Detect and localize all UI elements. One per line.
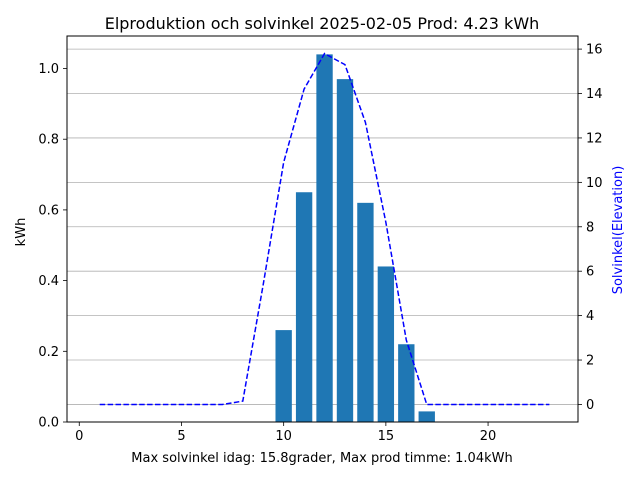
bar — [398, 344, 415, 422]
y2-tick-label: 4 — [586, 309, 594, 324]
y-tick-label: 0.2 — [38, 345, 59, 360]
elevation-line — [99, 52, 550, 406]
y-tick-label: 0.8 — [38, 133, 59, 148]
y2-tick-label: 10 — [586, 176, 603, 191]
y2-tick-label: 14 — [586, 87, 603, 102]
y-tick-label: 0.6 — [38, 203, 59, 218]
bar — [336, 79, 354, 422]
x-tick-label: 0 — [75, 429, 83, 444]
y2-tick-label: 6 — [586, 265, 594, 280]
y-tick-label: 0.4 — [38, 274, 59, 289]
x-tick-label: 15 — [378, 429, 395, 444]
y-axis-right: 0 2 4 6 8 10 12 14 16 — [578, 43, 603, 413]
chart-title: Elproduktion och solvinkel 2025-02-05 Pr… — [105, 14, 540, 33]
y-tick-label: 0.0 — [38, 416, 59, 431]
bar — [357, 202, 374, 422]
bar — [418, 411, 435, 422]
x-axis-label: Max solvinkel idag: 15.8grader, Max prod… — [131, 451, 512, 466]
plot-frame — [66, 35, 579, 423]
y2-axis-label: Solvinkel(Elevation) — [611, 166, 626, 295]
bar — [316, 54, 333, 422]
bar — [377, 266, 395, 422]
y-axis-label: kWh — [14, 218, 29, 247]
bar — [275, 330, 292, 422]
y-axis-left: 0.0 0.2 0.4 0.6 0.8 1.0 — [38, 62, 67, 431]
y2-tick-label: 16 — [586, 43, 603, 58]
x-tick-label: 5 — [177, 429, 185, 444]
y2-tick-label: 0 — [586, 398, 594, 413]
series-line — [99, 52, 550, 406]
bar — [295, 192, 313, 422]
x-axis: 0 5 10 15 20 — [75, 422, 496, 444]
y2-tick-label: 8 — [586, 220, 594, 235]
y2-tick-label: 2 — [586, 354, 594, 369]
x-tick-label: 10 — [275, 429, 292, 444]
y2-tick-label: 12 — [586, 131, 603, 146]
x-tick-label: 20 — [480, 429, 497, 444]
y-tick-label: 1.0 — [38, 62, 59, 77]
bars — [275, 54, 435, 422]
